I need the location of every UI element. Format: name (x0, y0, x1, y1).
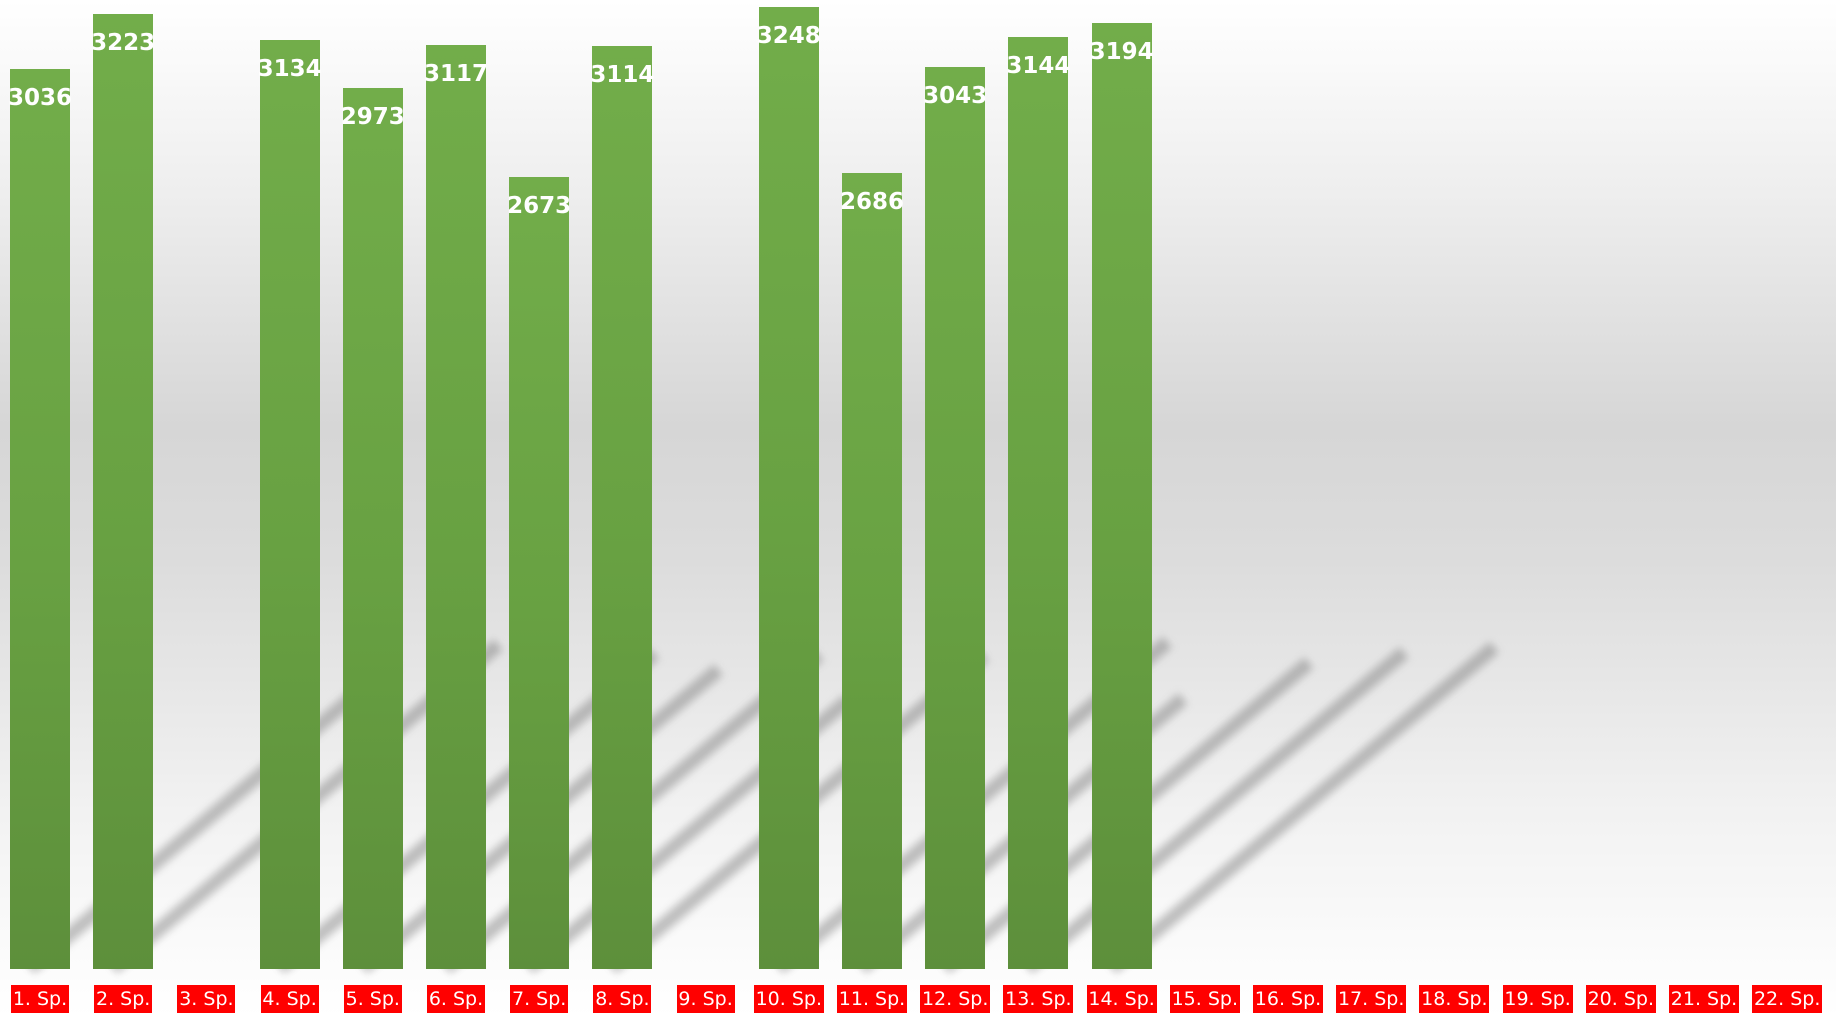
data-label-1: 3036 (7, 85, 72, 112)
bar-6 (426, 45, 486, 969)
x-tick-label-16: 16. Sp. (1253, 985, 1323, 1013)
data-label-14: 3194 (1089, 38, 1154, 65)
bar-10 (758, 6, 819, 969)
bar-shadow (25, 657, 398, 974)
bar-1 (10, 69, 70, 969)
x-tick-label-12: 12. Sp. (920, 985, 991, 1013)
x-tick-label-4: 4. Sp. (260, 985, 319, 1013)
x-tick-label-19: 19. Sp. (1502, 985, 1573, 1013)
x-tick-label-15: 15. Sp. (1169, 985, 1240, 1013)
x-tick-label-22: 22. Sp. (1752, 985, 1823, 1013)
x-tick-label-6: 6. Sp. (427, 985, 485, 1013)
x-tick-label-9: 9. Sp. (676, 985, 735, 1013)
bar-2 (93, 14, 154, 969)
x-tick-label-11: 11. Sp. (837, 985, 907, 1013)
x-tick-label-18: 18. Sp. (1419, 985, 1490, 1013)
bar-shadow (1023, 647, 1410, 974)
x-tick-label-17: 17. Sp. (1336, 985, 1407, 1013)
x-tick-label-14: 14. Sp. (1086, 985, 1157, 1013)
data-label-2: 3223 (91, 30, 156, 56)
bar-7 (509, 176, 570, 969)
data-label-6: 3117 (423, 61, 488, 88)
bar-4 (259, 40, 320, 969)
x-tick-label-3: 3. Sp. (177, 985, 236, 1013)
data-label-11: 2686 (839, 189, 904, 216)
bar-shadow (1107, 641, 1499, 974)
bar-5 (342, 88, 403, 969)
x-tick-label-20: 20. Sp. (1585, 985, 1656, 1013)
data-label-10: 3248 (756, 22, 821, 49)
x-tick-label-8: 8. Sp. (593, 985, 652, 1013)
x-tick-label-5: 5. Sp. (343, 985, 402, 1013)
bar-11 (842, 173, 902, 969)
x-tick-label-13: 13. Sp. (1003, 985, 1074, 1013)
bar-12 (925, 67, 986, 969)
x-tick-label-2: 2. Sp. (94, 985, 153, 1013)
bar-14 (1091, 22, 1152, 969)
x-tick-label-1: 1. Sp. (11, 985, 69, 1013)
x-tick-label-10: 10. Sp. (753, 985, 824, 1013)
x-tick-label-7: 7. Sp. (510, 985, 569, 1013)
bar-8 (592, 46, 653, 969)
data-label-12: 3043 (923, 83, 988, 110)
x-tick-label-21: 21. Sp. (1669, 985, 1739, 1013)
data-label-13: 3144 (1006, 53, 1071, 80)
data-label-8: 3114 (590, 62, 655, 89)
bar-13 (1008, 37, 1069, 969)
data-label-4: 3134 (257, 56, 322, 83)
data-label-7: 2673 (507, 192, 572, 219)
data-label-5: 2973 (340, 104, 405, 131)
